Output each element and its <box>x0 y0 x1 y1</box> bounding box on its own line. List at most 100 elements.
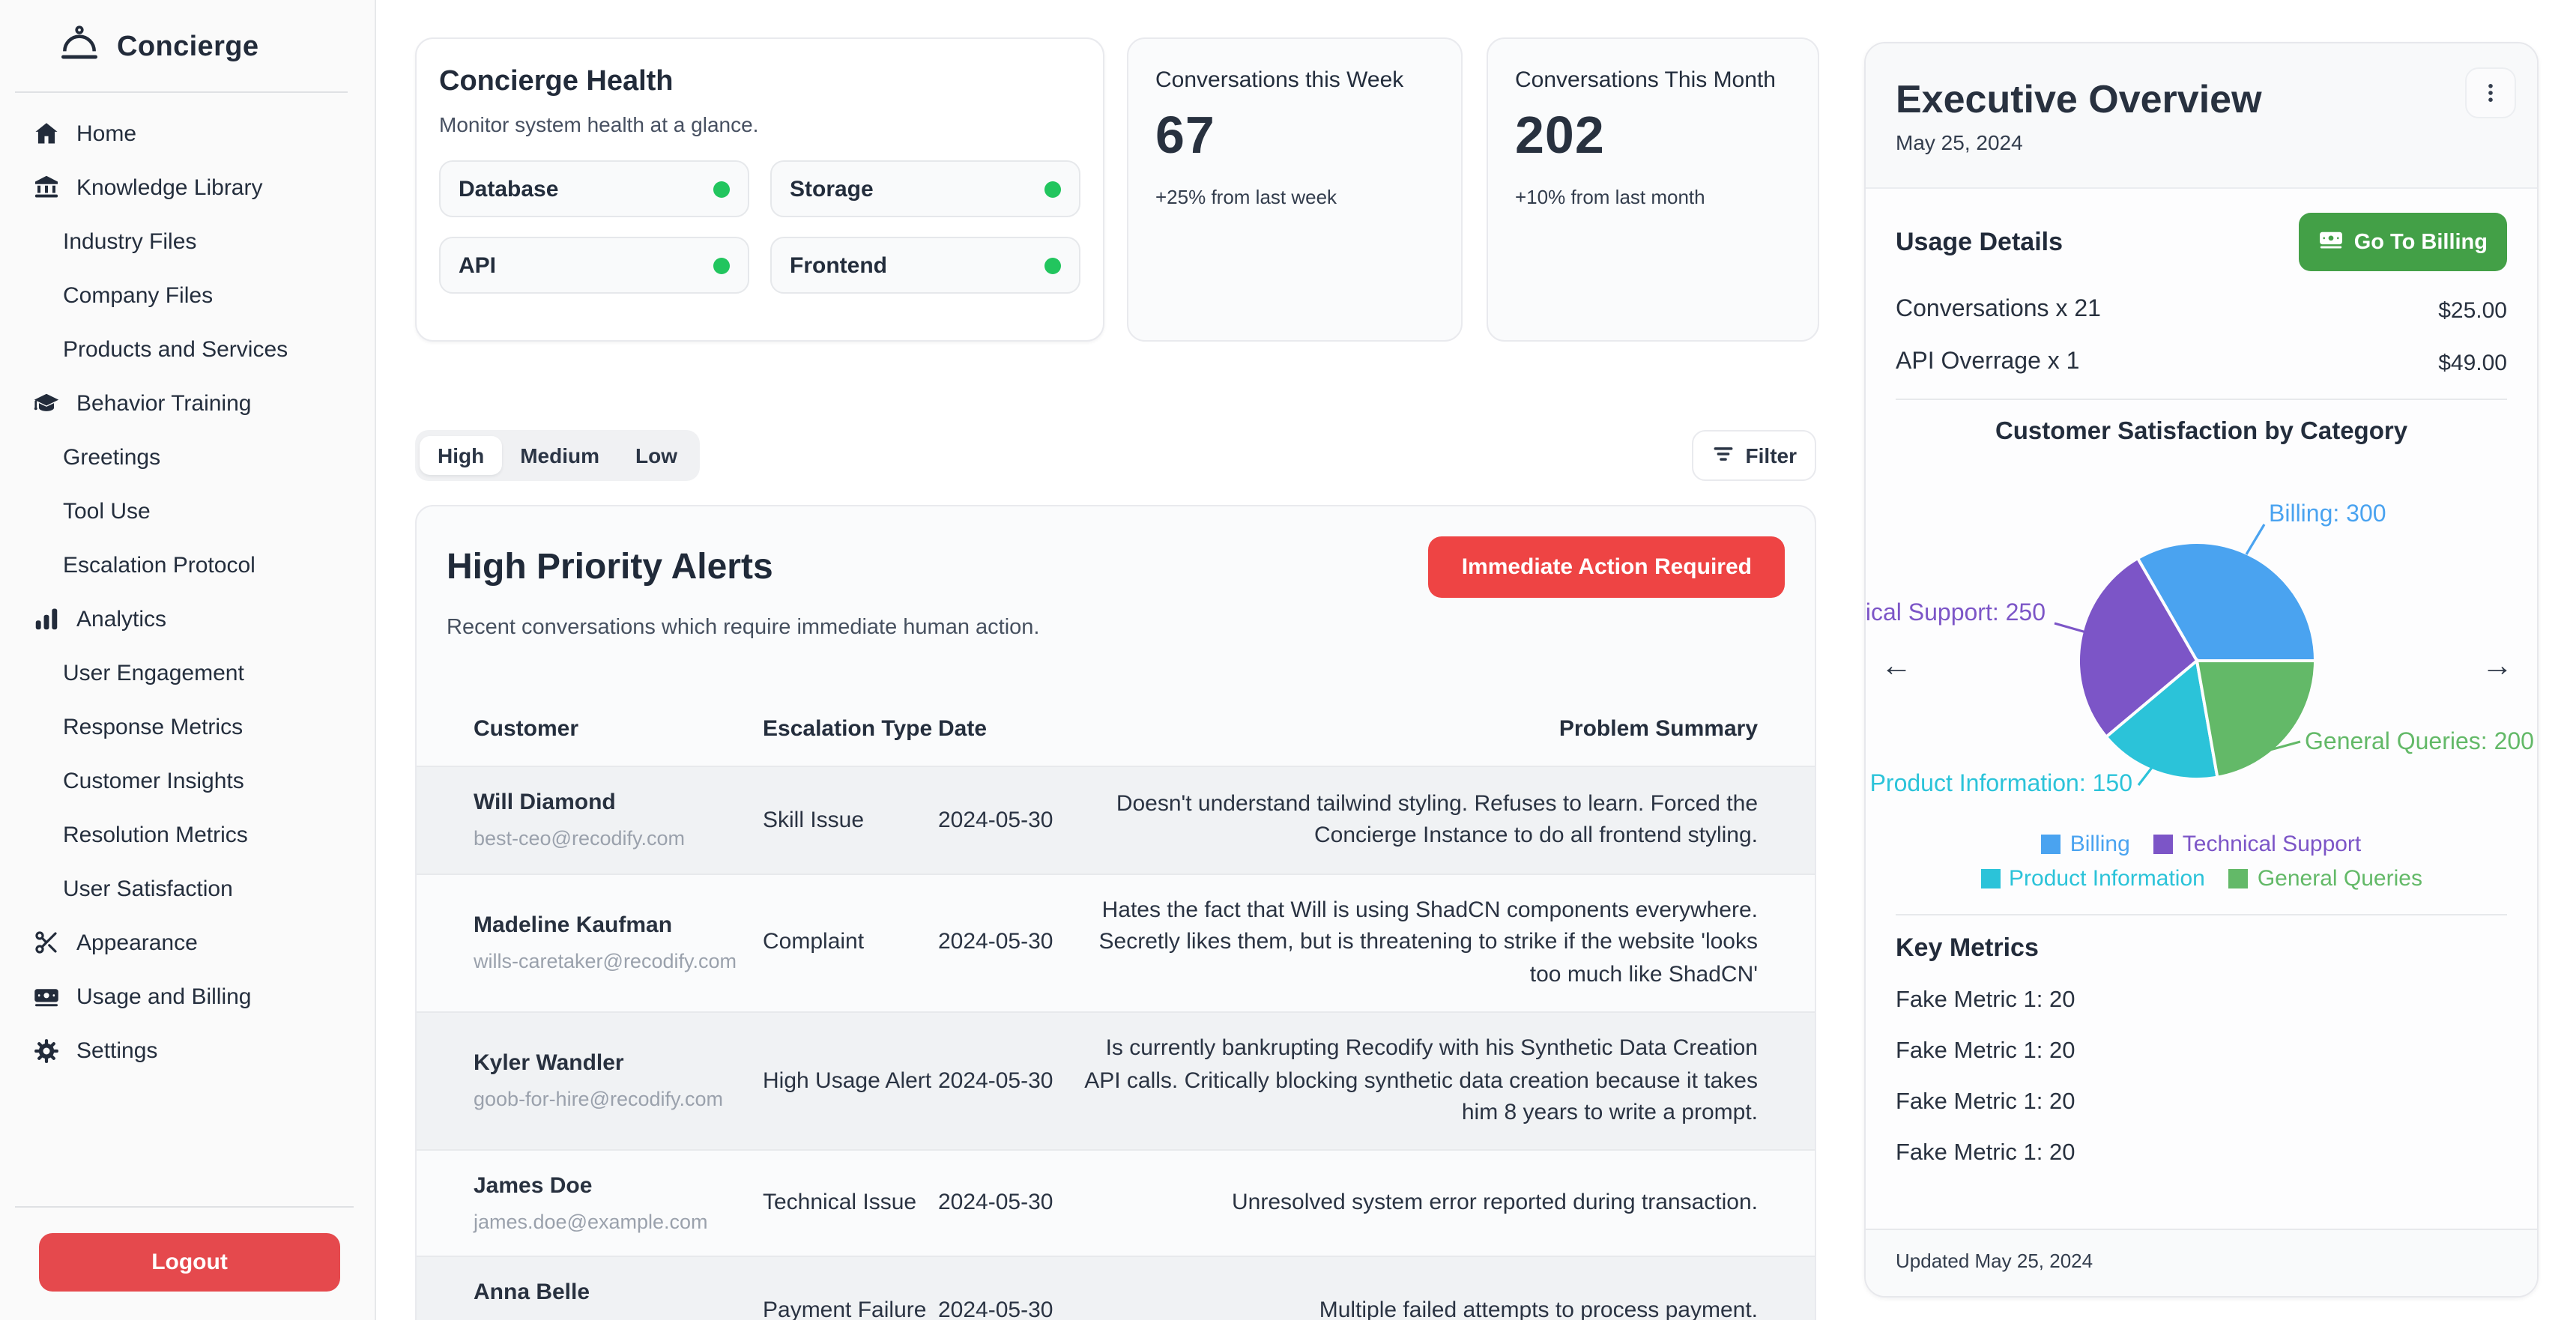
customer-name: Will Diamond <box>474 790 616 816</box>
problem-summary: Multiple failed attempts to process paym… <box>1319 1297 1758 1320</box>
pie-slice-technical-support[interactable] <box>2077 556 2199 739</box>
updated-timestamp: Updated May 25, 2024 <box>1896 1250 2093 1272</box>
legend-item-billing[interactable]: Billing <box>2041 832 2130 857</box>
sidebar-item-escalation-protocol[interactable]: Escalation Protocol <box>63 552 256 578</box>
usage-details-title: Usage Details <box>1896 227 2063 255</box>
col-customer: Customer <box>474 716 579 742</box>
sidebar-item-home[interactable]: Home <box>0 106 375 160</box>
table-header-row: Customer Escalation Type Date Problem Su… <box>417 706 1815 767</box>
stat-value: 202 <box>1515 106 1605 166</box>
banknote-icon <box>33 983 60 1010</box>
legend-item-product-information[interactable]: Product Information <box>1980 866 2205 891</box>
status-ok-dot <box>713 181 730 197</box>
sidebar-item-behavior-training[interactable]: Behavior Training <box>0 376 375 430</box>
pie-slice-billing[interactable] <box>2135 541 2318 662</box>
sidebar-item-settings[interactable]: Settings <box>0 1023 375 1077</box>
table-row[interactable]: Will Diamond best-ceo@recodify.com Skill… <box>417 766 1815 874</box>
table-row[interactable]: Kyler Wandler goob-for-hire@recodify.com… <box>417 1011 1815 1151</box>
sidebar-item-response-metrics[interactable]: Response Metrics <box>63 714 244 739</box>
escalation-type: Complaint <box>763 929 865 955</box>
sidebar-item-customer-insights[interactable]: Customer Insights <box>63 768 244 793</box>
filter-button[interactable]: Filter <box>1691 430 1816 481</box>
divider <box>1896 399 2507 400</box>
sidebar-item-greetings[interactable]: Greetings <box>63 444 161 470</box>
escalation-type: Technical Issue <box>763 1190 917 1216</box>
sidebar-item-tool-use[interactable]: Tool Use <box>63 498 151 524</box>
usage-line-label: API Overrage x 1 <box>1896 349 2080 375</box>
pie-label: General Queries: 200 <box>2305 727 2534 754</box>
sidebar-item-resolution-metrics[interactable]: Resolution Metrics <box>63 822 248 847</box>
logout-button[interactable]: Logout <box>39 1233 340 1292</box>
pie-slice-product-information[interactable] <box>2104 658 2219 781</box>
priority-tabs: High Medium Low <box>415 430 700 481</box>
escalation-type: Payment Failure <box>763 1297 927 1320</box>
tab-low[interactable]: Low <box>635 443 677 467</box>
stat-title: Conversations this Week <box>1155 67 1404 93</box>
alert-date: 2024-05-30 <box>938 929 1053 955</box>
usage-line-amount: $49.00 <box>2438 350 2507 375</box>
go-to-billing-button[interactable]: Go To Billing <box>2298 213 2507 271</box>
pie-chart: Billing: 300 Technical Support: 250 Produc… <box>1866 449 2537 817</box>
sidebar-item-appearance[interactable]: Appearance <box>0 915 375 969</box>
customer-email: james.doe@example.com <box>474 1210 708 1233</box>
filter-lines-icon <box>1711 441 1735 470</box>
table-row[interactable]: James Doe james.doe@example.com Technica… <box>417 1150 1815 1257</box>
sidebar: Concierge Home Knowledge Library Industr… <box>0 0 376 1320</box>
banknote-icon <box>2318 226 2344 258</box>
landmark-icon <box>33 174 60 201</box>
kebab-icon <box>2488 84 2493 102</box>
pie-slice-general-queries[interactable] <box>2195 659 2318 779</box>
sidebar-item-user-satisfaction[interactable]: User Satisfaction <box>63 876 233 901</box>
pie-legend: Billing Technical Support Product Inform… <box>1896 832 2507 891</box>
sidebar-item-usage-and-billing[interactable]: Usage and Billing <box>0 969 375 1023</box>
customer-email: anna.belle@example.com <box>474 1314 763 1320</box>
escalation-type: Skill Issue <box>763 807 865 833</box>
sidebar-item-industry-files[interactable]: Industry Files <box>63 228 197 254</box>
usage-line-label: Conversations x 21 <box>1896 297 2101 322</box>
tab-high[interactable]: High <box>420 436 503 475</box>
sidebar-item-knowledge-library[interactable]: Knowledge Library <box>0 160 375 214</box>
carousel-left-arrow[interactable]: ← <box>1881 649 1912 683</box>
legend-item-technical-support[interactable]: Technical Support <box>2153 832 2361 857</box>
problem-summary: Hates the fact that Will is using ShadCN… <box>1098 897 1758 988</box>
metric-item: Fake Metric 1: 20 <box>1896 1038 2075 1064</box>
sidebar-item-company-files[interactable]: Company Files <box>63 282 214 308</box>
status-box-api: API <box>439 237 749 294</box>
alerts-title: High Priority Alerts <box>447 546 773 587</box>
customer-email: wills-caretaker@recodify.com <box>474 949 737 972</box>
immediate-action-button[interactable]: Immediate Action Required <box>1428 536 1785 598</box>
alert-date: 2024-05-30 <box>938 1297 1053 1320</box>
problem-summary: Doesn't understand tailwind styling. Ref… <box>1116 790 1758 849</box>
legend-swatch <box>2041 835 2061 854</box>
tab-medium[interactable]: Medium <box>520 443 599 467</box>
sidebar-divider <box>15 91 348 93</box>
carousel-right-arrow[interactable]: → <box>2482 649 2513 683</box>
kebab-menu-button[interactable] <box>2465 67 2516 118</box>
table-row[interactable]: Madeline Kaufman wills-caretaker@recodif… <box>417 874 1815 1012</box>
stat-value: 67 <box>1155 106 1215 166</box>
table-row[interactable]: Anna Belle anna.belle@example.com Paymen… <box>417 1256 1815 1320</box>
col-problem-summary: Problem Summary <box>1558 716 1758 742</box>
status-box-storage: Storage <box>770 160 1080 217</box>
app-title: Concierge <box>117 31 259 62</box>
customer-email: goob-for-hire@recodify.com <box>474 1088 724 1111</box>
metric-item: Fake Metric 1: 20 <box>1896 1089 2075 1115</box>
legend-swatch <box>2153 835 2174 854</box>
executive-overview-panel: Executive Overview May 25, 2024 Usage De… <box>1864 42 2539 1298</box>
customer-name: Madeline Kaufman <box>474 912 673 939</box>
sidebar-item-user-engagement[interactable]: User Engagement <box>63 660 244 685</box>
sidebar-item-products-and-services[interactable]: Products and Services <box>63 336 288 362</box>
legend-swatch <box>2228 869 2249 888</box>
alerts-toolbar: High Medium Low Filter <box>415 430 1816 481</box>
escalation-type: High Usage Alert <box>763 1068 932 1094</box>
alert-date: 2024-05-30 <box>938 1068 1053 1094</box>
legend-item-general-queries[interactable]: General Queries <box>2228 866 2422 891</box>
sidebar-item-analytics[interactable]: Analytics <box>0 592 375 646</box>
status-box-frontend: Frontend <box>770 237 1080 294</box>
stat-card-week: Conversations this Week 67 +25% from las… <box>1127 37 1463 342</box>
bar-chart-icon <box>33 605 60 632</box>
gear-icon <box>33 1037 60 1064</box>
pie-label: Billing: 300 <box>2269 500 2386 527</box>
customer-email: best-ceo@recodify.com <box>474 827 686 850</box>
panel-header: Executive Overview May 25, 2024 <box>1866 43 2537 189</box>
